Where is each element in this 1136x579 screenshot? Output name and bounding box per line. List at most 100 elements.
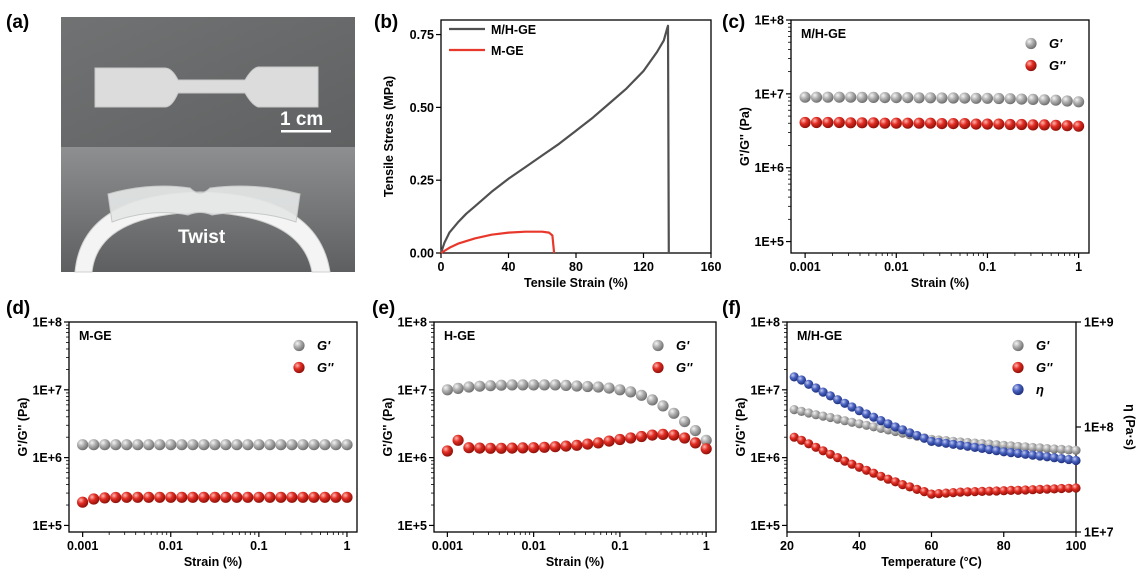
data-point-f-1: [963, 487, 973, 497]
data-point-f-2: [833, 395, 843, 405]
data-point-f-2: [926, 436, 937, 446]
x-tick-label-c: 0.01: [884, 260, 908, 274]
data-point-c-1: [856, 117, 868, 129]
legend-label-f-1: G'': [1036, 360, 1053, 375]
data-point-e-1: [646, 429, 658, 441]
legend-label-f-2: η: [1036, 382, 1044, 397]
x-tick-label-b: 160: [701, 260, 722, 274]
data-point-c-0: [981, 92, 994, 104]
data-point-d-1: [154, 491, 166, 503]
data-point-d-0: [132, 439, 144, 451]
data-point-f-2: [789, 372, 799, 382]
data-point-d-0: [264, 439, 276, 451]
series-e-1: [441, 428, 712, 457]
data-point-f-1: [1028, 485, 1038, 495]
data-point-d-1: [297, 491, 309, 503]
data-point-e-0: [582, 380, 594, 393]
data-point-d-0: [308, 439, 320, 451]
data-point-d-0: [110, 439, 122, 451]
photo-dogbone: 1 cm: [61, 17, 355, 147]
data-point-f-0: [1056, 444, 1067, 454]
data-point-d-1: [187, 491, 199, 503]
data-point-d-0: [198, 439, 210, 451]
data-point-d-1: [253, 491, 265, 503]
x-axis-label-f: Temperature (°C): [881, 555, 982, 569]
plot-frame-c: [790, 19, 1090, 254]
data-point-c-0: [822, 91, 834, 103]
data-point-d-0: [330, 439, 342, 451]
y-tick-label-f: 1E+6: [750, 451, 780, 465]
data-point-e-1: [625, 432, 637, 444]
data-point-e-1: [560, 440, 572, 452]
x-axis-label-b: Tensile Strain (%): [524, 276, 628, 290]
data-point-f-1: [847, 459, 857, 469]
data-point-e-0: [679, 416, 691, 428]
series-d-0: [77, 439, 353, 451]
legend-label-d-1: G'': [317, 360, 334, 375]
x-axis-label-c: Strain (%): [911, 276, 969, 290]
y-tick-label-c: 1E+7: [754, 87, 784, 101]
data-point-c-0: [1061, 95, 1073, 107]
data-point-c-1: [936, 118, 948, 130]
y2-tick-label-f: 1E+8: [1084, 421, 1114, 435]
data-point-c-1: [970, 118, 982, 130]
y-tick-label-f: 1E+7: [750, 383, 780, 397]
data-point-e-1: [582, 438, 594, 450]
data-point-e-1: [474, 442, 486, 454]
legend-marker-f-0: [1012, 339, 1024, 352]
data-point-e-1: [484, 442, 497, 454]
data-point-e-1: [603, 435, 615, 447]
chart-title-f: M/H-GE: [797, 329, 842, 343]
data-point-f-1: [955, 487, 966, 497]
data-point-e-0: [528, 379, 540, 391]
data-point-f-0: [818, 411, 828, 421]
x-tick-label-e: 0.001: [432, 539, 463, 553]
data-point-f-0: [825, 412, 836, 423]
data-point-f-2: [1042, 452, 1052, 462]
data-point-f-1: [970, 487, 980, 497]
data-point-f-1: [934, 489, 944, 499]
data-point-f-1: [991, 486, 1002, 496]
data-point-e-1: [689, 437, 702, 449]
data-point-e-0: [452, 382, 464, 394]
data-point-f-2: [890, 422, 901, 432]
data-point-c-0: [810, 91, 823, 103]
data-point-f-1: [926, 489, 937, 499]
data-point-f-1: [941, 488, 951, 498]
data-point-f-1: [898, 480, 908, 490]
legend-label-f-0: G': [1036, 338, 1050, 353]
data-point-f-0: [804, 408, 814, 418]
y-tick-label-c: 1E+8: [754, 14, 784, 28]
y-tick-label-e: 1E+6: [397, 451, 427, 465]
twist-label: Twist: [178, 227, 226, 248]
data-point-e-1: [528, 442, 540, 454]
data-point-d-0: [231, 439, 243, 451]
data-point-f-1: [948, 488, 958, 498]
data-point-f-2: [955, 440, 966, 450]
data-point-f-1: [890, 477, 901, 487]
data-point-f-1: [825, 449, 836, 459]
y-axis-label-e: G'/G'' (Pa): [381, 398, 395, 457]
x-tick-label-c: 1: [1075, 260, 1082, 274]
data-point-f-1: [1071, 483, 1081, 493]
data-point-c-1: [902, 117, 914, 129]
data-point-c-1: [845, 117, 857, 129]
chart-title-c: M/H-GE: [801, 27, 846, 41]
x-tick-label-f: 20: [780, 539, 794, 553]
series-f-1: [789, 432, 1081, 499]
data-point-c-0: [879, 92, 891, 104]
data-point-f-1: [1064, 483, 1074, 493]
photo-twist: Twist: [61, 147, 355, 273]
dogbone-specimen: [94, 66, 319, 108]
data-point-d-1: [132, 491, 144, 503]
data-point-d-0: [242, 439, 254, 451]
data-point-c-0: [867, 91, 880, 103]
data-point-f-2: [1006, 448, 1016, 458]
data-point-c-0: [959, 92, 971, 104]
data-point-f-2: [840, 398, 850, 408]
x-tick-label-d: 1: [343, 539, 350, 553]
data-point-c-1: [1004, 118, 1016, 131]
panel-a: (a) 1 cm Twist: [6, 12, 355, 273]
data-point-f-2: [1056, 454, 1067, 464]
